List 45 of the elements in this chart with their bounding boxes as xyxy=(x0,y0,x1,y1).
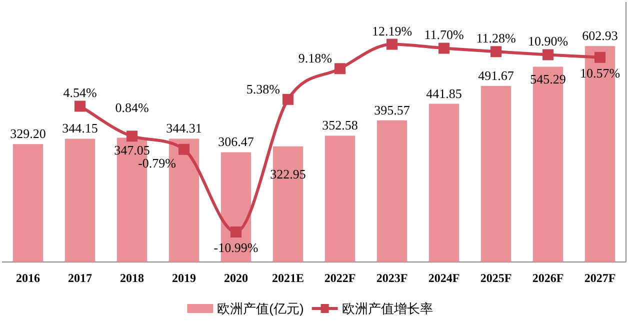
data-label: 322.95 xyxy=(270,166,306,182)
data-label: 11.28% xyxy=(476,30,516,46)
data-label: 306.47 xyxy=(218,134,254,150)
data-label: -10.99% xyxy=(214,240,258,255)
bar xyxy=(12,144,44,262)
bar xyxy=(64,138,96,262)
x-tick-label: 2018 xyxy=(120,271,144,285)
data-label: 395.57 xyxy=(374,102,410,118)
x-tick-label: 2021E xyxy=(272,271,304,285)
data-label: 344.31 xyxy=(166,120,202,136)
data-label: 491.67 xyxy=(478,68,514,83)
data-label: 0.84% xyxy=(115,100,149,116)
x-tick-label: 2019 xyxy=(172,271,196,285)
data-label: 11.70% xyxy=(424,27,464,42)
data-label: 9.18% xyxy=(298,50,332,66)
x-tick-label: 2022F xyxy=(324,271,356,285)
data-label: 10.90% xyxy=(528,34,568,49)
data-label: 10.57% xyxy=(580,65,620,80)
data-label: 4.54% xyxy=(63,85,97,100)
bar xyxy=(324,136,356,262)
data-label: 329.20 xyxy=(10,126,46,142)
x-tick-label: 2027F xyxy=(584,271,616,285)
legend-label: 欧洲产值增长率 xyxy=(342,301,433,316)
x-tick-label: 2020 xyxy=(224,271,248,285)
data-label: 344.15 xyxy=(62,120,98,136)
x-tick-label: 2017 xyxy=(68,271,92,285)
data-label: 352.58 xyxy=(322,118,358,133)
x-tick-label: 2026F xyxy=(532,271,564,285)
data-label: 5.38% xyxy=(246,81,280,96)
bar xyxy=(272,146,304,262)
data-label: 441.85 xyxy=(426,86,462,101)
bar xyxy=(480,86,512,262)
bar xyxy=(428,104,460,262)
x-tick-label: 2023F xyxy=(376,271,408,285)
x-tick-label: 2016 xyxy=(16,271,40,285)
data-label: 12.19% xyxy=(372,23,412,38)
bar xyxy=(532,66,564,262)
data-label: 545.29 xyxy=(530,72,566,87)
legend-label: 欧洲产值(亿元) xyxy=(217,301,304,316)
bar xyxy=(376,120,408,262)
data-label: -0.79% xyxy=(138,155,176,170)
x-tick-label: 2024F xyxy=(428,271,460,285)
data-label: 602.93 xyxy=(582,28,618,44)
x-tick-label: 2025F xyxy=(480,271,512,285)
data-label: 347.05 xyxy=(114,142,150,158)
